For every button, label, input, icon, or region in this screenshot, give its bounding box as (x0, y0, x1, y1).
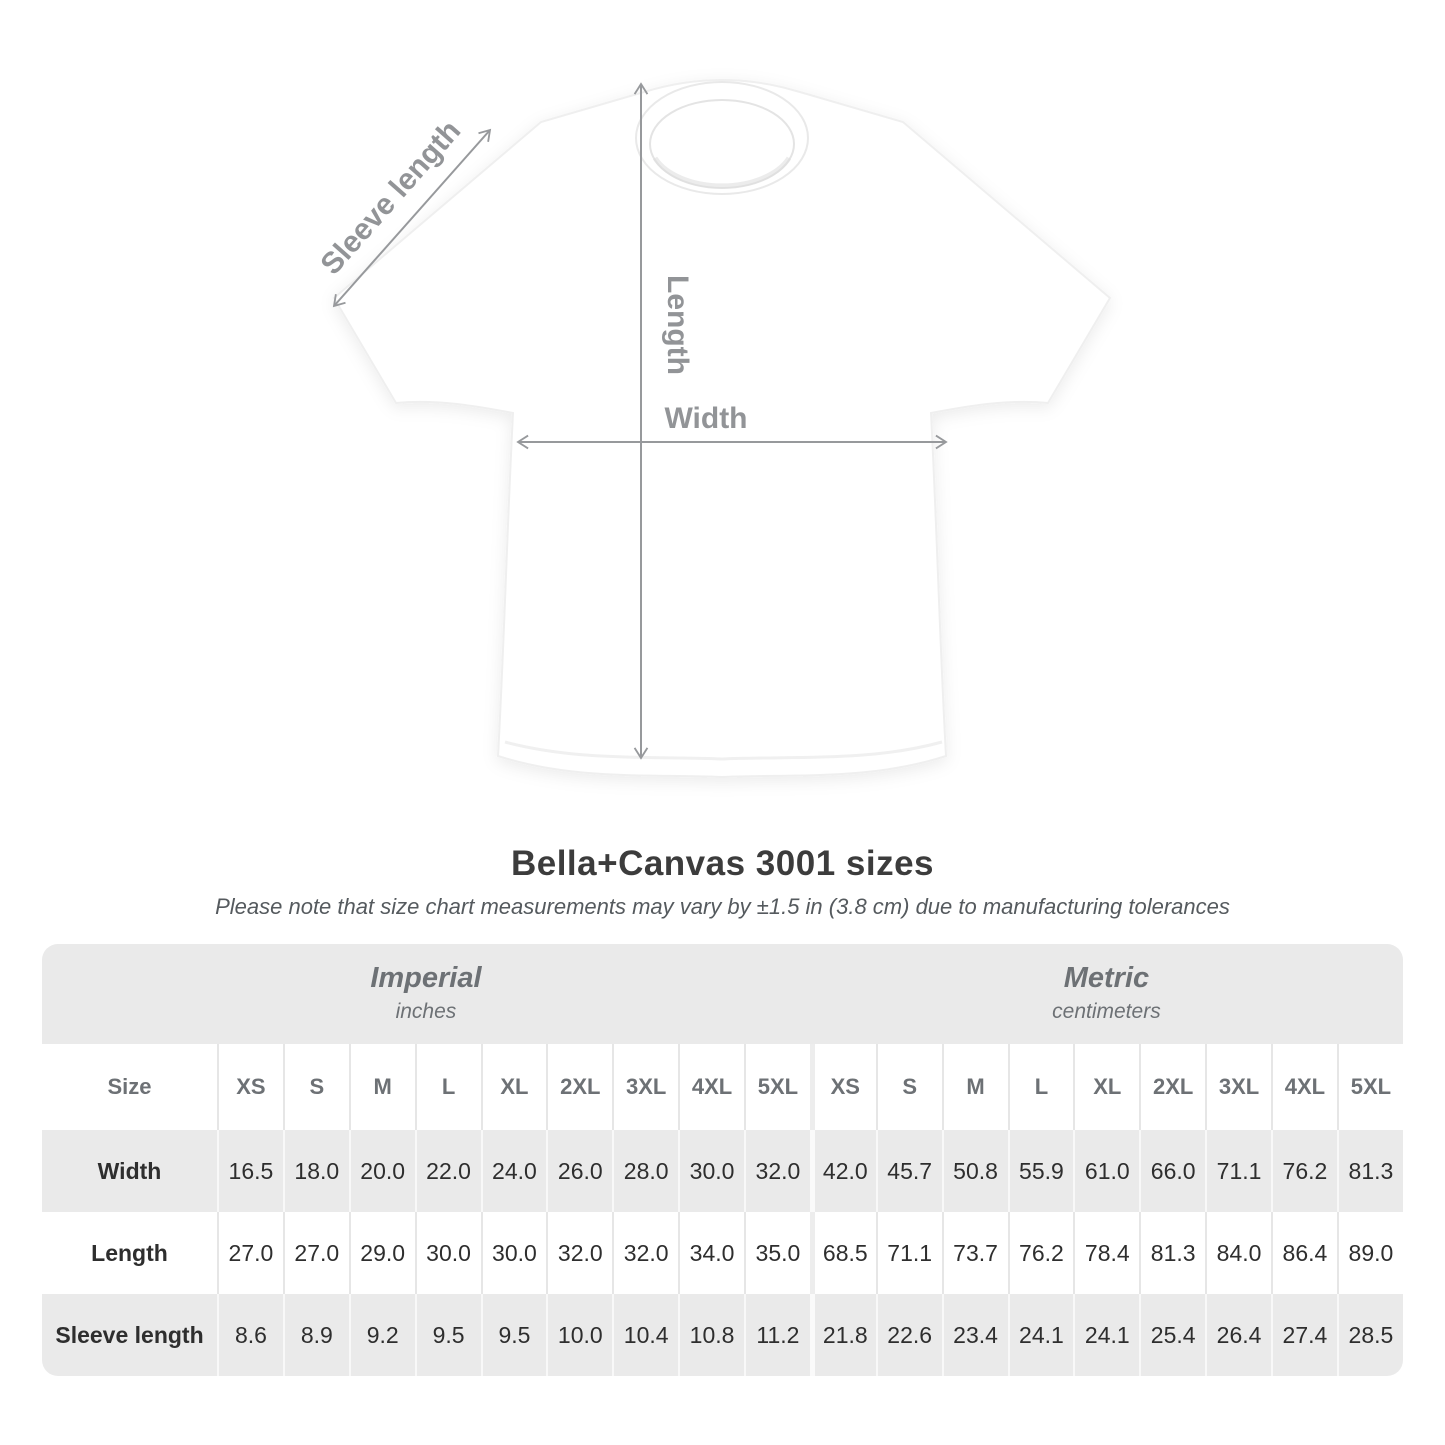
size-cell: XS (809, 1044, 876, 1130)
tshirt-image: Width Length Sleeve length (314, 79, 1112, 779)
value-cell: 61.0 (1073, 1130, 1140, 1212)
width-label: Width (664, 402, 747, 435)
value-cell: 21.8 (809, 1294, 876, 1376)
value-cell: 23.4 (941, 1294, 1008, 1376)
size-cell: XL (1073, 1044, 1140, 1130)
value-cell: 50.8 (941, 1130, 1008, 1212)
value-cell: 27.4 (1271, 1294, 1337, 1376)
tshirt-figure: Width Length Sleeve length (314, 79, 1112, 779)
value-cell: 30.0 (414, 1212, 481, 1294)
value-cell: 24.0 (480, 1130, 547, 1212)
value-cell: 9.5 (414, 1294, 481, 1376)
length-label: Length (661, 275, 694, 375)
size-cell: 3XL (1205, 1044, 1271, 1130)
value-cell: 8.9 (282, 1294, 349, 1376)
value-cell: 68.5 (809, 1212, 876, 1294)
value-cell: 35.0 (744, 1212, 810, 1294)
value-cell: 26.4 (1205, 1294, 1271, 1376)
value-cell: 20.0 (348, 1130, 415, 1212)
metric-label: Metric (1063, 962, 1150, 995)
value-cell: 76.2 (1007, 1212, 1074, 1294)
page-subtitle: Please note that size chart measurements… (215, 894, 1230, 919)
value-cell: 27.0 (217, 1212, 283, 1294)
value-cell: 24.1 (1007, 1294, 1074, 1376)
size-cell: XS (217, 1044, 283, 1130)
metric-unit: centimeters (1052, 1000, 1161, 1024)
imperial-unit: inches (395, 1000, 457, 1024)
size-cell: 2XL (1139, 1044, 1206, 1130)
value-cell: 45.7 (875, 1130, 942, 1212)
size-cell: L (414, 1044, 481, 1130)
value-cell: 30.0 (480, 1212, 547, 1294)
size-cell: 5XL (744, 1044, 810, 1130)
collar (635, 81, 809, 195)
size-cell: S (282, 1044, 349, 1130)
size-cell: 4XL (678, 1044, 744, 1130)
value-cell: 78.4 (1073, 1212, 1140, 1294)
value-cell: 32.0 (546, 1212, 613, 1294)
width-row: Width 16.5 18.0 20.0 22.0 24.0 26.0 28.0… (42, 1130, 1403, 1212)
value-cell: 11.2 (744, 1294, 810, 1376)
size-cell: S (875, 1044, 942, 1130)
value-cell: 22.0 (414, 1130, 481, 1212)
value-cell: 66.0 (1139, 1130, 1206, 1212)
size-cell: XL (480, 1044, 547, 1130)
value-cell: 30.0 (678, 1130, 744, 1212)
value-cell: 71.1 (875, 1212, 942, 1294)
size-cell: 2XL (546, 1044, 613, 1130)
value-cell: 32.0 (612, 1212, 679, 1294)
unit-header-row: Imperial inches Metric centimeters (42, 944, 1403, 1044)
size-table: Imperial inches Metric centimeters Size … (42, 944, 1403, 1376)
value-cell: 81.3 (1139, 1212, 1206, 1294)
size-cell: 5XL (1336, 1044, 1403, 1130)
imperial-header: Imperial inches (42, 944, 810, 1044)
value-cell: 86.4 (1271, 1212, 1337, 1294)
sleeve-length-arrow (332, 128, 492, 308)
value-cell: 8.6 (217, 1294, 283, 1376)
page-title: Bella+Canvas 3001 sizes (510, 844, 935, 883)
value-cell: 71.1 (1205, 1130, 1271, 1212)
row-label: Width (42, 1130, 217, 1212)
size-cell: 3XL (612, 1044, 679, 1130)
row-label: Sleeve length (42, 1294, 217, 1376)
size-cell: 4XL (1271, 1044, 1337, 1130)
size-cell: L (1007, 1044, 1074, 1130)
tshirt-silhouette (332, 79, 1112, 779)
sleeve-length-row: Sleeve length 8.6 8.9 9.2 9.5 9.5 10.0 1… (42, 1294, 1403, 1376)
value-cell: 24.1 (1073, 1294, 1140, 1376)
value-cell: 10.4 (612, 1294, 679, 1376)
value-cell: 81.3 (1336, 1130, 1403, 1212)
value-cell: 76.2 (1271, 1130, 1337, 1212)
value-cell: 28.0 (612, 1130, 679, 1212)
value-cell: 25.4 (1139, 1294, 1206, 1376)
row-label: Length (42, 1212, 217, 1294)
value-cell: 84.0 (1205, 1212, 1271, 1294)
value-cell: 29.0 (348, 1212, 415, 1294)
size-cell: M (941, 1044, 1008, 1130)
value-cell: 10.0 (546, 1294, 613, 1376)
length-row: Length 27.0 27.0 29.0 30.0 30.0 32.0 32.… (42, 1212, 1403, 1294)
size-row-label: Size (42, 1044, 217, 1130)
value-cell: 34.0 (678, 1212, 744, 1294)
value-cell: 9.2 (348, 1294, 415, 1376)
value-cell: 10.8 (678, 1294, 744, 1376)
value-cell: 28.5 (1336, 1294, 1403, 1376)
size-cell: M (348, 1044, 415, 1130)
metric-header: Metric centimeters (809, 944, 1403, 1044)
value-cell: 32.0 (744, 1130, 810, 1212)
value-cell: 73.7 (941, 1212, 1008, 1294)
size-header-row: Size XS S M L XL 2XL 3XL 4XL 5XL XS S M … (42, 1044, 1403, 1130)
value-cell: 42.0 (809, 1130, 876, 1212)
imperial-label: Imperial (370, 962, 482, 995)
value-cell: 26.0 (546, 1130, 613, 1212)
value-cell: 89.0 (1336, 1212, 1403, 1294)
value-cell: 18.0 (282, 1130, 349, 1212)
value-cell: 55.9 (1007, 1130, 1074, 1212)
hem-seam (504, 740, 943, 761)
value-cell: 22.6 (875, 1294, 942, 1376)
value-cell: 27.0 (282, 1212, 349, 1294)
value-cell: 16.5 (217, 1130, 283, 1212)
value-cell: 9.5 (480, 1294, 547, 1376)
